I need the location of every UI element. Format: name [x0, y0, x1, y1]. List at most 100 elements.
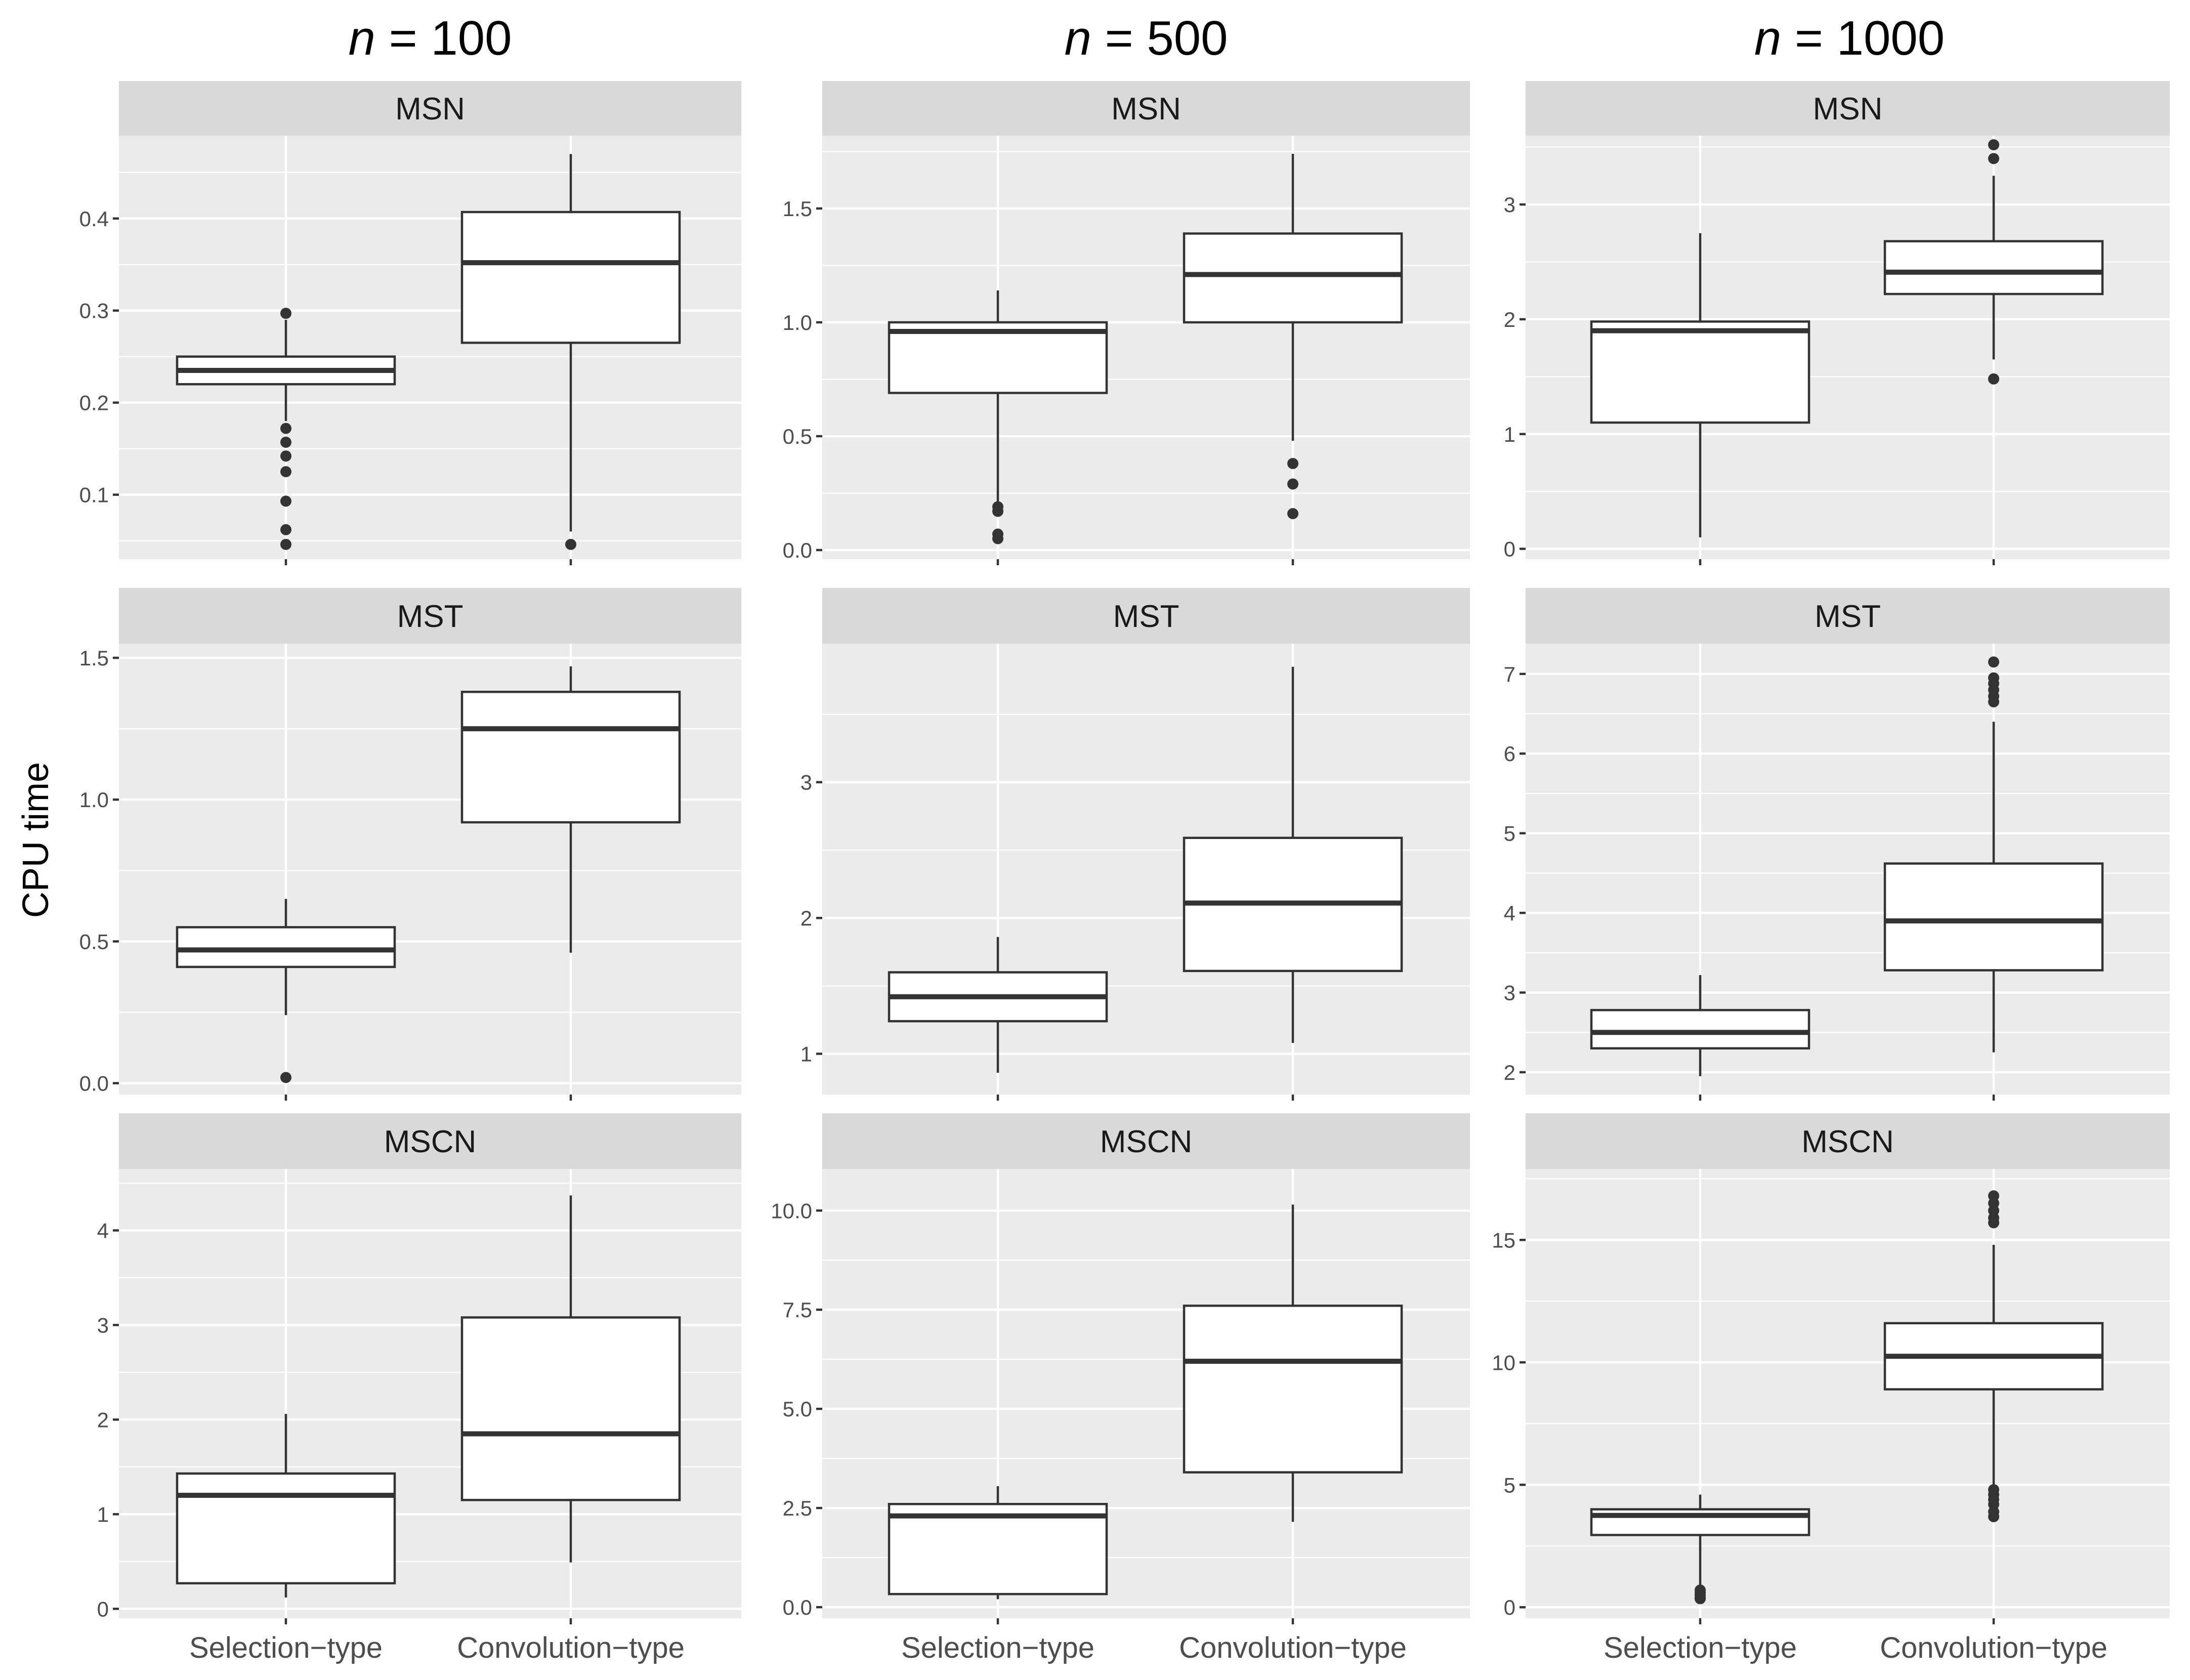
column-title-var: n: [1065, 11, 1091, 65]
outlier-point: [280, 495, 291, 507]
strip-label: MST: [397, 599, 464, 634]
panels-container: MSN0.10.20.30.4MSN0.00.51.01.5MSN0123MST…: [79, 81, 2170, 1664]
outlier-point: [992, 533, 1003, 544]
y-tick-label: 1: [97, 1502, 109, 1526]
x-category-label: Selection−type: [901, 1631, 1094, 1664]
x-category-label: Selection−type: [189, 1631, 383, 1664]
y-tick-label: 15: [1492, 1228, 1515, 1252]
box-convolution-type: [1883, 139, 2104, 385]
box-selection-type: [888, 1486, 1108, 1600]
column-title-eq: =: [1091, 11, 1147, 65]
outlier-point: [1287, 458, 1298, 469]
box-selection-type: [176, 308, 396, 550]
box-iqr: [460, 1316, 681, 1501]
y-tick-label: 0.0: [79, 1072, 109, 1096]
x-category-label: Convolution−type: [457, 1631, 685, 1664]
outlier-point: [1287, 478, 1298, 490]
outlier-point: [565, 538, 576, 550]
y-tick-label: 5.0: [783, 1397, 812, 1421]
y-tick-label: 3: [801, 771, 812, 794]
column-title-n-1000: n = 1000: [1754, 11, 1945, 65]
panel-mst-col-1: MST 1 2 3: [801, 588, 1470, 1101]
y-tick-label: 0.5: [783, 425, 812, 448]
strip-background: [822, 81, 1470, 136]
column-title-num: 1000: [1837, 11, 1945, 65]
outlier-point: [280, 1072, 291, 1083]
box-convolution-type: [460, 666, 681, 953]
box-selection-type: [1590, 975, 1810, 1076]
strip-background: [119, 81, 741, 136]
y-tick-label: 0: [1504, 1595, 1515, 1619]
strip-background: [119, 588, 741, 644]
panel-background: [1526, 1169, 2170, 1618]
outlier-point: [1988, 153, 1999, 164]
x-category-label: Convolution−type: [1179, 1631, 1407, 1664]
y-tick-label: 3: [1504, 193, 1515, 217]
column-title-var: n: [1754, 11, 1781, 65]
y-tick-label: 2: [1504, 1061, 1515, 1084]
box-convolution-type: [460, 154, 681, 550]
outlier-point: [280, 466, 291, 478]
strip-background: [1526, 588, 2170, 644]
y-tick-label: 7.5: [783, 1298, 812, 1322]
panel-mscn-col-0: MSCN 0 1 2 3 4 Selection−type Convolution−type: [97, 1113, 741, 1664]
box-selection-type: [888, 937, 1108, 1073]
outlier-point: [280, 308, 291, 319]
x-category-label: Selection−type: [1604, 1631, 1797, 1664]
strip-label: MST: [1815, 599, 1881, 634]
y-tick-label: 7: [1504, 662, 1515, 686]
y-tick-label: 0.1: [79, 483, 109, 507]
y-tick-label: 10.0: [771, 1199, 812, 1223]
panel-mscn-col-2: MSCN 0 5 10 15 Selection−type Convolution−type: [1492, 1113, 2170, 1664]
box-convolution-type: [1883, 1190, 2104, 1523]
box-selection-type: [1590, 233, 1810, 537]
outlier-point: [280, 450, 291, 462]
panel-mst-col-0: MST 0.0 0.5 1.0 1.5: [79, 588, 741, 1101]
outlier-point: [1988, 656, 1999, 668]
box-iqr: [460, 211, 681, 344]
box-convolution-type: [460, 1195, 681, 1563]
strip-label: MSN: [1111, 92, 1181, 127]
outlier-point: [1988, 373, 1999, 385]
outlier-point: [280, 538, 291, 550]
y-tick-label: 4: [1504, 901, 1515, 925]
y-tick-label: 0: [97, 1597, 109, 1621]
strip-background: [822, 588, 1470, 644]
panel-background: [119, 136, 741, 559]
box-iqr: [176, 926, 396, 969]
panel-mst-col-2: MST 2 3 4 5 6 7: [1504, 588, 2170, 1101]
box-selection-type: [888, 290, 1108, 544]
y-tick-label: 2.5: [783, 1496, 812, 1520]
box-iqr: [1183, 232, 1403, 324]
strip-background: [1526, 1113, 2170, 1169]
box-iqr: [888, 1503, 1108, 1595]
y-axis-label: CPU time: [16, 762, 56, 918]
y-tick-label: 1.5: [79, 646, 109, 670]
box-selection-type: [176, 1414, 396, 1598]
outlier-point: [1988, 1511, 1999, 1523]
y-tick-label: 0: [1504, 537, 1515, 561]
column-title-num: 500: [1147, 11, 1228, 65]
outlier-point: [992, 506, 1003, 517]
y-tick-label: 3: [97, 1313, 109, 1337]
y-tick-label: 0.0: [783, 538, 812, 562]
column-title-eq: =: [1781, 11, 1836, 65]
strip-background: [119, 1113, 741, 1169]
box-convolution-type: [1183, 1204, 1403, 1522]
y-tick-label: 2: [97, 1408, 109, 1432]
strip-label: MSCN: [384, 1124, 477, 1159]
box-convolution-type: [1883, 656, 2104, 1053]
box-convolution-type: [1183, 154, 1403, 519]
box-iqr: [1590, 320, 1810, 424]
box-iqr: [1590, 1009, 1810, 1049]
strip-label: MSCN: [1100, 1124, 1193, 1159]
box-selection-type: [176, 899, 396, 1083]
y-tick-label: 1.0: [783, 311, 812, 334]
strip-label: MSN: [1813, 92, 1883, 127]
y-tick-label: 4: [97, 1219, 109, 1243]
box-iqr: [1183, 1305, 1403, 1474]
y-tick-label: 0.0: [783, 1595, 812, 1619]
column-title-eq: =: [375, 11, 431, 65]
y-tick-label: 1.0: [79, 788, 109, 812]
